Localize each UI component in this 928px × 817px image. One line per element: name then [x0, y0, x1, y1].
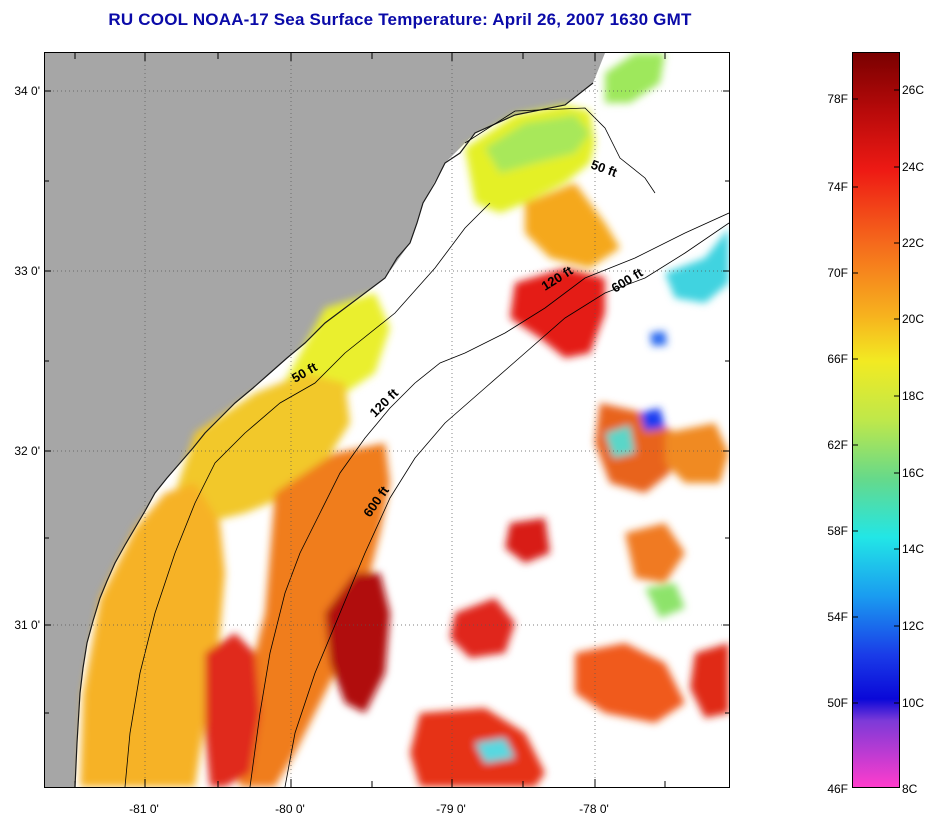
- lon-label-80: -80 0': [275, 802, 305, 816]
- sst-patches: [80, 53, 729, 787]
- sst-red-patch-2: [505, 518, 550, 563]
- lat-label-34: 34 0': [14, 84, 40, 98]
- sst-red-patch-east: [690, 643, 729, 718]
- sst-red-patch-1: [450, 598, 515, 658]
- colorbar-c-10: 10C: [902, 696, 925, 710]
- sst-red-bottom: [205, 633, 260, 787]
- sst-orange-patch-mid-east: [625, 523, 685, 583]
- colorbar-f-50: 50F: [827, 696, 848, 710]
- isobath-120ft: [249, 212, 729, 787]
- lat-label-31: 31 0': [14, 618, 40, 632]
- colorbar-f-70: 70F: [827, 266, 848, 280]
- sst-orange-mid: [525, 183, 620, 268]
- lat-label-32: 32 0': [14, 444, 40, 458]
- colorbar-c-24: 24C: [902, 160, 925, 174]
- colorbar-c-18: 18C: [902, 389, 925, 403]
- isobath-label-600ft-north: 600 ft: [609, 264, 646, 295]
- map-ticks: [45, 53, 729, 787]
- colorbar: [852, 52, 900, 788]
- sst-red-patch-3: [595, 403, 675, 493]
- colorbar-f-62: 62F: [827, 438, 848, 452]
- sst-deepred-central: [325, 573, 390, 713]
- sst-orange-patch-east: [665, 423, 729, 483]
- colorbar-c-20: 20C: [902, 312, 925, 326]
- sst-southern-coast: [80, 483, 225, 787]
- sst-map-canvas: 50 ft 120 ft 600 ft 50 ft 120 ft 600 ft: [45, 53, 729, 787]
- colorbar-c-14: 14C: [902, 542, 925, 556]
- sst-green-north: [485, 115, 590, 173]
- lon-label-81: -81 0': [129, 802, 159, 816]
- sst-green-east: [645, 583, 685, 618]
- colorbar-f-78: 78F: [827, 92, 848, 106]
- map-title: RU COOL NOAA-17 Sea Surface Temperature:…: [108, 10, 692, 29]
- lon-label-78: -78 0': [579, 802, 609, 816]
- colorbar-f-66: 66F: [827, 352, 848, 366]
- isobath-label-50ft-north: 50 ft: [589, 157, 620, 180]
- sst-orange-shelf: [230, 443, 390, 787]
- colorbar-f-74: 74F: [827, 180, 848, 194]
- sst-cyan-south: [475, 738, 515, 763]
- sst-green-ne-coast: [605, 53, 665, 103]
- sst-blue-spot-1: [640, 408, 665, 431]
- colorbar-f-58: 58F: [827, 524, 848, 538]
- colorbar-c-16: 16C: [902, 466, 925, 480]
- colorbar-f-54: 54F: [827, 610, 848, 624]
- colorbar-c-8: 8C: [902, 782, 918, 796]
- colorbar-c-26: 26C: [902, 83, 925, 97]
- colorbar-f-46: 46F: [827, 782, 848, 796]
- lat-label-33: 33 0': [14, 264, 40, 278]
- sst-yelloworange-coast: [175, 373, 350, 523]
- land-mass: [45, 53, 605, 787]
- colorbar-c-22: 22C: [902, 236, 925, 250]
- sst-red-hotspot: [510, 268, 605, 358]
- colorbar-gradient: [853, 53, 899, 787]
- sst-cyan-east: [605, 425, 635, 458]
- sst-blue-spot-2: [650, 331, 667, 346]
- lon-label-79: -79 0': [436, 802, 466, 816]
- sst-cyan-ne: [665, 228, 729, 303]
- colorbar-c-12: 12C: [902, 619, 925, 633]
- sst-orange-patch-se: [575, 643, 685, 723]
- coastline: [74, 82, 594, 787]
- sst-map: 50 ft 120 ft 600 ft 50 ft 120 ft 600 ft: [44, 52, 730, 788]
- isobath-600ft: [284, 222, 729, 787]
